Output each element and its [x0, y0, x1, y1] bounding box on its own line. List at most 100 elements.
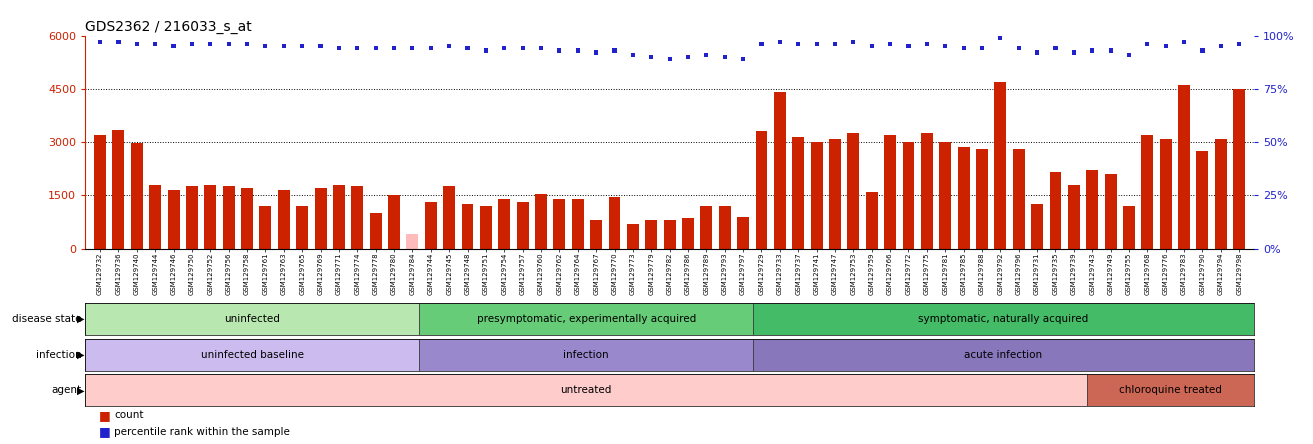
Bar: [85, 339, 419, 371]
Bar: [517, 202, 529, 249]
Point: [1064, 49, 1085, 56]
Point: [769, 38, 790, 45]
Point: [1174, 38, 1195, 45]
Bar: [407, 234, 419, 249]
Bar: [419, 303, 754, 335]
Text: untreated: untreated: [561, 385, 612, 395]
Point: [181, 40, 202, 48]
Bar: [242, 188, 253, 249]
Point: [402, 45, 423, 52]
Point: [1045, 45, 1066, 52]
Point: [641, 53, 662, 60]
Text: chloroquine treated: chloroquine treated: [1119, 385, 1222, 395]
Point: [788, 40, 809, 48]
Point: [861, 43, 882, 50]
Text: acute infection: acute infection: [965, 350, 1043, 360]
Text: ▶: ▶: [76, 385, 84, 395]
Text: symptomatic, naturally acquired: symptomatic, naturally acquired: [918, 314, 1088, 324]
Point: [255, 43, 276, 50]
Bar: [571, 199, 584, 249]
Text: infection: infection: [563, 350, 609, 360]
Bar: [131, 143, 143, 249]
Bar: [315, 188, 327, 249]
Text: disease state: disease state: [12, 314, 81, 324]
Bar: [186, 186, 198, 249]
Point: [512, 45, 533, 52]
Text: ▶: ▶: [76, 314, 84, 324]
Point: [916, 40, 937, 48]
Bar: [663, 220, 676, 249]
Bar: [223, 186, 235, 249]
Point: [659, 56, 680, 63]
Bar: [939, 142, 951, 249]
Bar: [1086, 170, 1098, 249]
Bar: [1067, 185, 1079, 249]
Point: [549, 47, 570, 54]
Point: [291, 43, 312, 50]
Bar: [773, 92, 786, 249]
Point: [144, 40, 165, 48]
Bar: [626, 224, 639, 249]
Point: [1008, 45, 1029, 52]
Point: [678, 53, 699, 60]
Bar: [737, 217, 750, 249]
Bar: [352, 186, 364, 249]
Point: [714, 53, 735, 60]
Point: [1192, 47, 1213, 54]
Bar: [884, 135, 895, 249]
Point: [347, 45, 368, 52]
Bar: [481, 206, 492, 249]
Point: [990, 34, 1011, 41]
Point: [310, 43, 331, 50]
Point: [696, 51, 717, 58]
Point: [383, 45, 404, 52]
Text: ■: ■: [98, 442, 110, 444]
Point: [530, 45, 551, 52]
Bar: [85, 374, 1087, 406]
Bar: [425, 202, 437, 249]
Bar: [847, 133, 859, 249]
Text: percentile rank within the sample: percentile rank within the sample: [114, 427, 290, 437]
Point: [365, 45, 386, 52]
Point: [880, 40, 901, 48]
Bar: [1012, 149, 1024, 249]
Point: [1137, 40, 1158, 48]
Point: [126, 40, 147, 48]
Bar: [994, 82, 1006, 249]
Bar: [754, 303, 1254, 335]
Bar: [920, 133, 932, 249]
Bar: [590, 220, 603, 249]
Bar: [1159, 139, 1171, 249]
Point: [475, 47, 496, 54]
Bar: [113, 130, 125, 249]
Bar: [150, 185, 161, 249]
Bar: [205, 185, 217, 249]
Bar: [957, 147, 969, 249]
Bar: [645, 220, 658, 249]
Point: [1155, 43, 1176, 50]
Point: [1082, 47, 1103, 54]
Bar: [1104, 174, 1116, 249]
Bar: [444, 186, 456, 249]
Text: infection: infection: [35, 350, 81, 360]
Bar: [608, 197, 621, 249]
Bar: [865, 192, 877, 249]
Bar: [902, 142, 914, 249]
Bar: [1141, 135, 1153, 249]
Point: [972, 45, 993, 52]
Point: [1229, 40, 1250, 48]
Point: [439, 43, 460, 50]
Point: [108, 38, 129, 45]
Point: [89, 38, 110, 45]
Text: count: count: [114, 410, 143, 420]
Bar: [1215, 139, 1226, 249]
Bar: [168, 190, 180, 249]
Bar: [334, 185, 345, 249]
Text: ▶: ▶: [76, 350, 84, 360]
Text: agent: agent: [51, 385, 81, 395]
Bar: [1233, 89, 1245, 249]
Bar: [1178, 85, 1190, 249]
Bar: [389, 195, 400, 249]
Bar: [755, 131, 768, 249]
Point: [586, 49, 607, 56]
